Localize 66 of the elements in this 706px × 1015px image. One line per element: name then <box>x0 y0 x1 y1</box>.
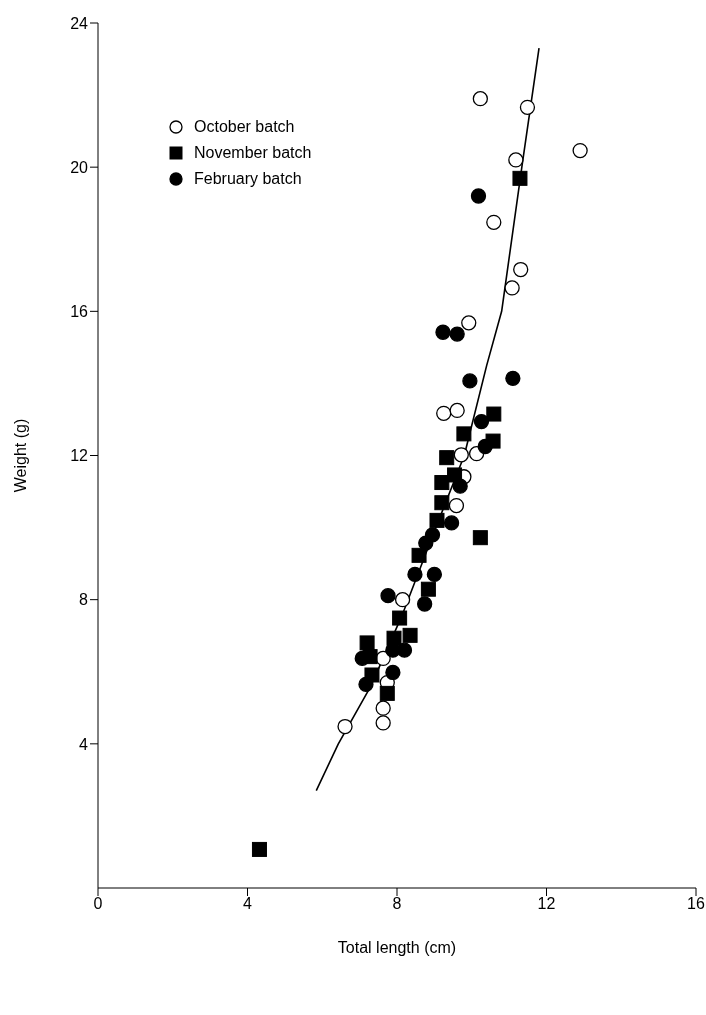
point <box>375 715 391 731</box>
legend-label: October batch <box>194 118 295 136</box>
point <box>513 261 529 278</box>
point <box>452 478 468 494</box>
point <box>504 280 520 296</box>
y-tick-label: 20 <box>70 158 89 176</box>
point <box>448 497 465 514</box>
point <box>380 588 396 604</box>
point <box>449 402 465 419</box>
legend-label: November batch <box>194 144 312 162</box>
point <box>354 650 370 667</box>
point <box>392 610 408 626</box>
y-axis-title: Weight (g) <box>11 418 29 493</box>
legend-label: February batch <box>194 170 302 188</box>
point <box>449 326 465 342</box>
x-tick-label: 4 <box>243 895 253 913</box>
point <box>385 664 401 681</box>
point <box>379 685 395 701</box>
point <box>486 214 502 230</box>
point <box>472 530 488 546</box>
point <box>435 324 451 340</box>
point <box>251 841 267 857</box>
y-tick-label: 12 <box>70 447 89 465</box>
point <box>462 373 478 389</box>
point <box>358 676 374 693</box>
point <box>407 566 423 583</box>
point <box>426 566 443 583</box>
y-tick-label: 24 <box>70 14 89 32</box>
point <box>411 547 427 563</box>
y-tick-label: 4 <box>79 735 89 753</box>
point <box>375 700 391 716</box>
point <box>508 152 524 168</box>
point <box>396 642 413 658</box>
point <box>477 438 493 455</box>
point <box>512 170 528 186</box>
x-tick-label: 12 <box>537 895 556 913</box>
point <box>470 188 487 204</box>
point <box>519 99 536 115</box>
x-tick-label: 16 <box>687 895 705 913</box>
point <box>417 596 433 612</box>
point <box>420 581 436 597</box>
point <box>402 627 418 643</box>
x-tick-label: 8 <box>392 895 402 913</box>
point <box>436 405 452 421</box>
point <box>443 515 460 531</box>
point <box>337 718 353 735</box>
point <box>359 635 375 651</box>
point <box>439 450 455 466</box>
point <box>434 475 450 491</box>
point <box>453 447 469 463</box>
point <box>472 91 488 107</box>
line-series <box>315 47 540 792</box>
point <box>394 592 411 608</box>
point <box>473 413 490 430</box>
point <box>486 406 502 422</box>
y-tick-label: 16 <box>70 303 89 321</box>
y-tick-label: 8 <box>79 591 89 609</box>
point <box>429 512 445 528</box>
point <box>434 495 450 511</box>
point <box>461 315 477 331</box>
point <box>424 527 441 543</box>
x-axis-title: Total length (cm) <box>337 939 457 956</box>
point <box>572 142 588 159</box>
point <box>456 426 472 442</box>
point <box>505 370 521 387</box>
x-tick-label: 0 <box>93 895 103 913</box>
